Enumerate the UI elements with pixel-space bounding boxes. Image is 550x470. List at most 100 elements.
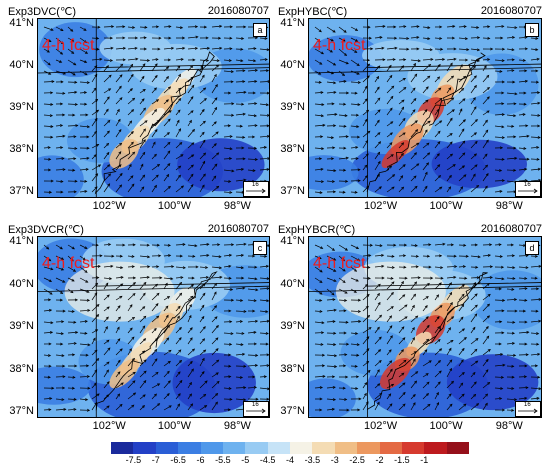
- wind-vector: [103, 282, 109, 290]
- wind-vector: [518, 124, 529, 128]
- wind-vector: [91, 337, 96, 345]
- wind-vector: [482, 58, 491, 61]
- wind-vector: [79, 309, 91, 312]
- wind-vector: [163, 305, 169, 312]
- colorbar-label: -7.5: [125, 455, 142, 465]
- wind-vector: [139, 107, 146, 116]
- wind-vector: [103, 254, 115, 258]
- wind-vector: [139, 98, 145, 105]
- wind-vector: [482, 402, 488, 411]
- wind-vector: [43, 364, 52, 368]
- wind-vector: [362, 283, 369, 290]
- wind-vector: [67, 244, 75, 250]
- panel-tag: b: [525, 23, 539, 37]
- wind-vector: [434, 186, 443, 193]
- wind-vector: [235, 375, 244, 379]
- wind-vector: [247, 397, 259, 401]
- wind-vector: [530, 375, 541, 379]
- wind-vector: [494, 408, 506, 412]
- wind-vector: [67, 288, 74, 294]
- wind-vector: [67, 157, 77, 161]
- wind-vector: [187, 244, 198, 248]
- colorbar-swatch: [401, 442, 425, 454]
- wind-vector: [151, 128, 158, 138]
- wind-vector: [410, 73, 418, 83]
- wind-vector: [482, 381, 491, 389]
- wind-vector: [151, 99, 160, 105]
- wind-vector: [398, 86, 407, 94]
- map-field: [38, 19, 269, 197]
- wind-vector: [175, 142, 183, 149]
- wind-vector: [151, 383, 161, 389]
- wind-vector: [91, 73, 98, 83]
- wind-vector: [314, 331, 325, 335]
- colorbar-swatch: [379, 442, 402, 454]
- wind-vector: [103, 173, 112, 182]
- wind-vector: [79, 319, 88, 323]
- wind-vector: [374, 326, 380, 334]
- wind-vector: [338, 80, 347, 83]
- wind-vector: [103, 25, 115, 29]
- wind-vector: [446, 164, 456, 171]
- wind-vector: [259, 364, 269, 367]
- wind-vector: [362, 293, 370, 301]
- wind-vector: [55, 91, 66, 95]
- wind-vector: [398, 337, 406, 345]
- wind-vector: [362, 153, 369, 160]
- wind-vector: [434, 36, 443, 40]
- wind-vector: [338, 353, 348, 357]
- wind-vector: [506, 353, 517, 357]
- wind-vector: [139, 315, 147, 323]
- wind-vector: [398, 132, 406, 138]
- wind-vector: [91, 87, 97, 94]
- wind-vector: [350, 135, 361, 139]
- wind-vector: [55, 80, 64, 84]
- wind-vector: [470, 140, 478, 149]
- wind-vector: [235, 112, 246, 116]
- wind-vector: [398, 47, 410, 51]
- wind-vector: [55, 157, 65, 161]
- wind-vector: [398, 349, 404, 356]
- wind-vector: [470, 119, 478, 127]
- wind-vector: [362, 75, 370, 83]
- wind-vector: [434, 370, 442, 378]
- wind-vector: [374, 109, 381, 116]
- wind-vector: [187, 303, 192, 312]
- wind-vector: [79, 343, 91, 347]
- wind-vector: [259, 319, 269, 323]
- state-boundary: [38, 67, 269, 74]
- wind-vector: [518, 364, 528, 368]
- wind-vector: [127, 357, 135, 367]
- wind-vector: [422, 162, 429, 171]
- wind-vector: [530, 146, 540, 149]
- wind-vector: [151, 315, 160, 323]
- wind-vector: [434, 391, 439, 400]
- wind-vector: [79, 179, 88, 183]
- wind-vector: [530, 157, 540, 161]
- wind-vector: [362, 98, 368, 105]
- wind-vector: [482, 172, 489, 182]
- wind-vector: [151, 292, 160, 301]
- colorbar-swatch: [312, 442, 335, 454]
- wind-vector: [247, 386, 258, 389]
- wind-vector: [338, 342, 350, 346]
- wind-vector: [79, 398, 89, 401]
- wind-vector: [67, 309, 75, 313]
- field-region: [38, 155, 84, 197]
- latitude-label: 41°N: [280, 235, 305, 247]
- wind-vector: [139, 325, 146, 334]
- wind-vector: [187, 393, 192, 400]
- wind-vector: [446, 141, 453, 149]
- wind-vector: [43, 157, 52, 161]
- wind-vector: [350, 266, 358, 272]
- wind-vector: [235, 59, 244, 63]
- wind-vector: [199, 152, 207, 160]
- wind-vector: [79, 81, 90, 84]
- wind-vector: [482, 335, 490, 345]
- wind-vector: [247, 158, 259, 161]
- wind-vector: [446, 47, 457, 51]
- wind-vector: [482, 276, 493, 279]
- wind-vector: [434, 254, 443, 258]
- wind-vector: [422, 381, 430, 389]
- wind-vector: [506, 135, 517, 139]
